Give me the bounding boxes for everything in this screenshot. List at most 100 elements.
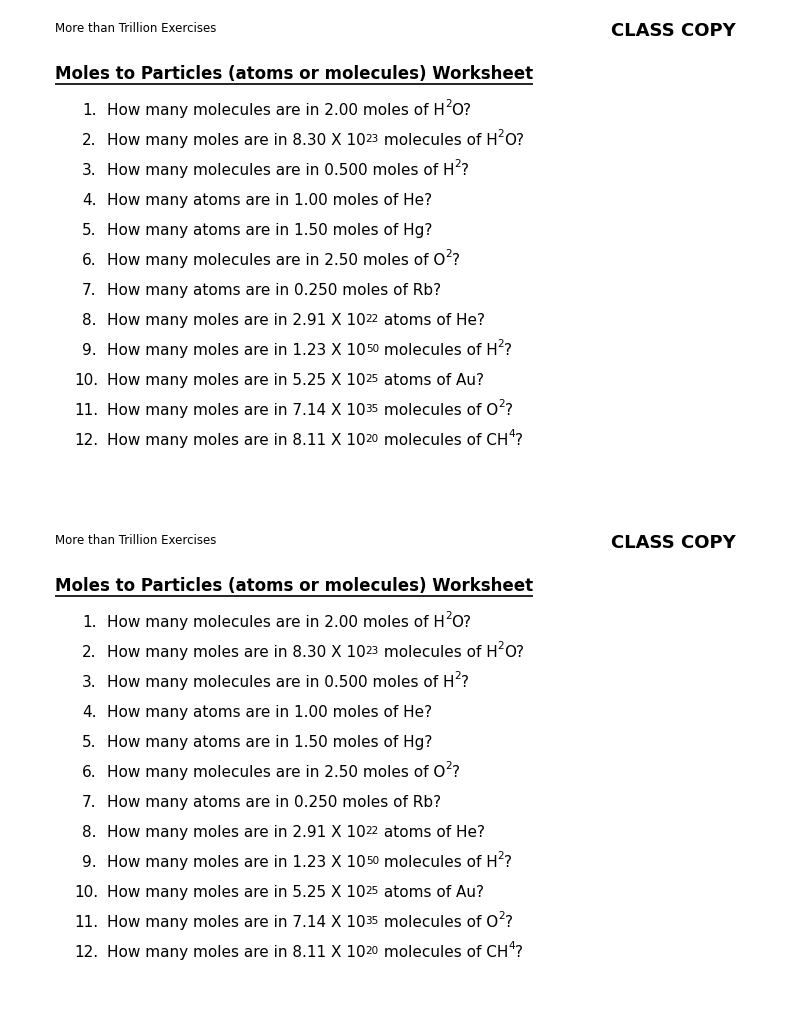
Text: CLASS COPY: CLASS COPY bbox=[611, 534, 736, 552]
Text: 8.: 8. bbox=[82, 825, 97, 840]
Text: atoms of He?: atoms of He? bbox=[379, 313, 485, 328]
Text: 2: 2 bbox=[445, 611, 452, 621]
Text: molecules of H: molecules of H bbox=[379, 133, 498, 148]
Text: 3.: 3. bbox=[82, 163, 97, 178]
Text: 9.: 9. bbox=[82, 343, 97, 358]
Text: O?: O? bbox=[452, 615, 471, 630]
Text: 2: 2 bbox=[498, 339, 504, 349]
Text: How many moles are in 8.11 X 10: How many moles are in 8.11 X 10 bbox=[107, 433, 365, 449]
Text: 23: 23 bbox=[365, 646, 379, 656]
Text: 2.: 2. bbox=[82, 645, 97, 660]
Text: 7.: 7. bbox=[82, 283, 97, 298]
Text: How many moles are in 2.91 X 10: How many moles are in 2.91 X 10 bbox=[107, 825, 365, 840]
Text: 4: 4 bbox=[508, 941, 515, 951]
Text: ?: ? bbox=[505, 403, 513, 418]
Text: 12.: 12. bbox=[74, 433, 98, 449]
Text: 23: 23 bbox=[365, 134, 379, 144]
Text: 7.: 7. bbox=[82, 795, 97, 810]
Text: How many moles are in 1.23 X 10: How many moles are in 1.23 X 10 bbox=[107, 855, 365, 870]
Text: How many atoms are in 1.50 moles of Hg?: How many atoms are in 1.50 moles of Hg? bbox=[107, 223, 433, 238]
Text: Moles to Particles (atoms or molecules) Worksheet: Moles to Particles (atoms or molecules) … bbox=[55, 65, 533, 83]
Text: 11.: 11. bbox=[74, 915, 98, 930]
Text: 3.: 3. bbox=[82, 675, 97, 690]
Text: CLASS COPY: CLASS COPY bbox=[611, 22, 736, 40]
Text: 1.: 1. bbox=[82, 615, 97, 630]
Text: molecules of CH: molecules of CH bbox=[379, 433, 508, 449]
Text: O?: O? bbox=[505, 645, 524, 660]
Text: How many atoms are in 1.50 moles of Hg?: How many atoms are in 1.50 moles of Hg? bbox=[107, 735, 433, 750]
Text: 2: 2 bbox=[498, 129, 505, 139]
Text: 4.: 4. bbox=[82, 193, 97, 208]
Text: 6.: 6. bbox=[82, 765, 97, 780]
Text: molecules of H: molecules of H bbox=[379, 343, 498, 358]
Text: ?: ? bbox=[515, 433, 523, 449]
Text: 8.: 8. bbox=[82, 313, 97, 328]
Text: 5.: 5. bbox=[82, 735, 97, 750]
Text: 2: 2 bbox=[498, 911, 505, 921]
Text: ?: ? bbox=[461, 675, 469, 690]
Text: 2: 2 bbox=[498, 399, 505, 409]
Text: How many molecules are in 2.50 moles of O: How many molecules are in 2.50 moles of … bbox=[107, 253, 445, 268]
Text: 9.: 9. bbox=[82, 855, 97, 870]
Text: 22: 22 bbox=[365, 826, 379, 836]
Text: How many molecules are in 0.500 moles of H: How many molecules are in 0.500 moles of… bbox=[107, 675, 455, 690]
Text: 2: 2 bbox=[455, 159, 461, 169]
Text: How many moles are in 2.91 X 10: How many moles are in 2.91 X 10 bbox=[107, 313, 365, 328]
Text: 6.: 6. bbox=[82, 253, 97, 268]
Text: 2: 2 bbox=[498, 641, 505, 651]
Text: How many atoms are in 1.00 moles of He?: How many atoms are in 1.00 moles of He? bbox=[107, 705, 432, 720]
Text: 4: 4 bbox=[508, 429, 515, 439]
Text: 2: 2 bbox=[445, 249, 452, 259]
Text: 25: 25 bbox=[365, 374, 379, 384]
Text: 20: 20 bbox=[365, 946, 379, 956]
Text: O?: O? bbox=[452, 103, 471, 118]
Text: 10.: 10. bbox=[74, 373, 98, 388]
Text: How many moles are in 8.30 X 10: How many moles are in 8.30 X 10 bbox=[107, 645, 365, 660]
Text: 35: 35 bbox=[365, 404, 379, 414]
Text: ?: ? bbox=[515, 945, 523, 961]
Text: Moles to Particles (atoms or molecules) Worksheet: Moles to Particles (atoms or molecules) … bbox=[55, 577, 533, 595]
Text: 2: 2 bbox=[445, 761, 452, 771]
Text: molecules of O: molecules of O bbox=[379, 915, 498, 930]
Text: 10.: 10. bbox=[74, 885, 98, 900]
Text: How many molecules are in 0.500 moles of H: How many molecules are in 0.500 moles of… bbox=[107, 163, 455, 178]
Text: ?: ? bbox=[461, 163, 469, 178]
Text: How many atoms are in 1.00 moles of He?: How many atoms are in 1.00 moles of He? bbox=[107, 193, 432, 208]
Text: molecules of H: molecules of H bbox=[379, 645, 498, 660]
Text: ?: ? bbox=[452, 253, 460, 268]
Text: How many molecules are in 2.00 moles of H: How many molecules are in 2.00 moles of … bbox=[107, 103, 445, 118]
Text: 1.: 1. bbox=[82, 103, 97, 118]
Text: How many moles are in 1.23 X 10: How many moles are in 1.23 X 10 bbox=[107, 343, 365, 358]
Text: How many moles are in 5.25 X 10: How many moles are in 5.25 X 10 bbox=[107, 373, 365, 388]
Text: atoms of Au?: atoms of Au? bbox=[379, 373, 484, 388]
Text: 50: 50 bbox=[365, 344, 379, 354]
Text: atoms of He?: atoms of He? bbox=[379, 825, 485, 840]
Text: How many moles are in 7.14 X 10: How many moles are in 7.14 X 10 bbox=[107, 403, 365, 418]
Text: More than Trillion Exercises: More than Trillion Exercises bbox=[55, 534, 217, 547]
Text: ?: ? bbox=[504, 343, 513, 358]
Text: 2: 2 bbox=[445, 99, 452, 109]
Text: molecules of O: molecules of O bbox=[379, 403, 498, 418]
Text: molecules of CH: molecules of CH bbox=[379, 945, 508, 961]
Text: 22: 22 bbox=[365, 314, 379, 324]
Text: How many moles are in 8.30 X 10: How many moles are in 8.30 X 10 bbox=[107, 133, 365, 148]
Text: 2: 2 bbox=[455, 671, 461, 681]
Text: How many atoms are in 0.250 moles of Rb?: How many atoms are in 0.250 moles of Rb? bbox=[107, 283, 441, 298]
Text: 50: 50 bbox=[365, 856, 379, 866]
Text: 25: 25 bbox=[365, 886, 379, 896]
Text: O?: O? bbox=[505, 133, 524, 148]
Text: 12.: 12. bbox=[74, 945, 98, 961]
Text: How many molecules are in 2.50 moles of O: How many molecules are in 2.50 moles of … bbox=[107, 765, 445, 780]
Text: 20: 20 bbox=[365, 434, 379, 444]
Text: How many moles are in 5.25 X 10: How many moles are in 5.25 X 10 bbox=[107, 885, 365, 900]
Text: ?: ? bbox=[505, 915, 513, 930]
Text: 4.: 4. bbox=[82, 705, 97, 720]
Text: atoms of Au?: atoms of Au? bbox=[379, 885, 484, 900]
Text: 2.: 2. bbox=[82, 133, 97, 148]
Text: 5.: 5. bbox=[82, 223, 97, 238]
Text: How many moles are in 8.11 X 10: How many moles are in 8.11 X 10 bbox=[107, 945, 365, 961]
Text: 35: 35 bbox=[365, 916, 379, 926]
Text: More than Trillion Exercises: More than Trillion Exercises bbox=[55, 22, 217, 35]
Text: 2: 2 bbox=[498, 851, 504, 861]
Text: How many atoms are in 0.250 moles of Rb?: How many atoms are in 0.250 moles of Rb? bbox=[107, 795, 441, 810]
